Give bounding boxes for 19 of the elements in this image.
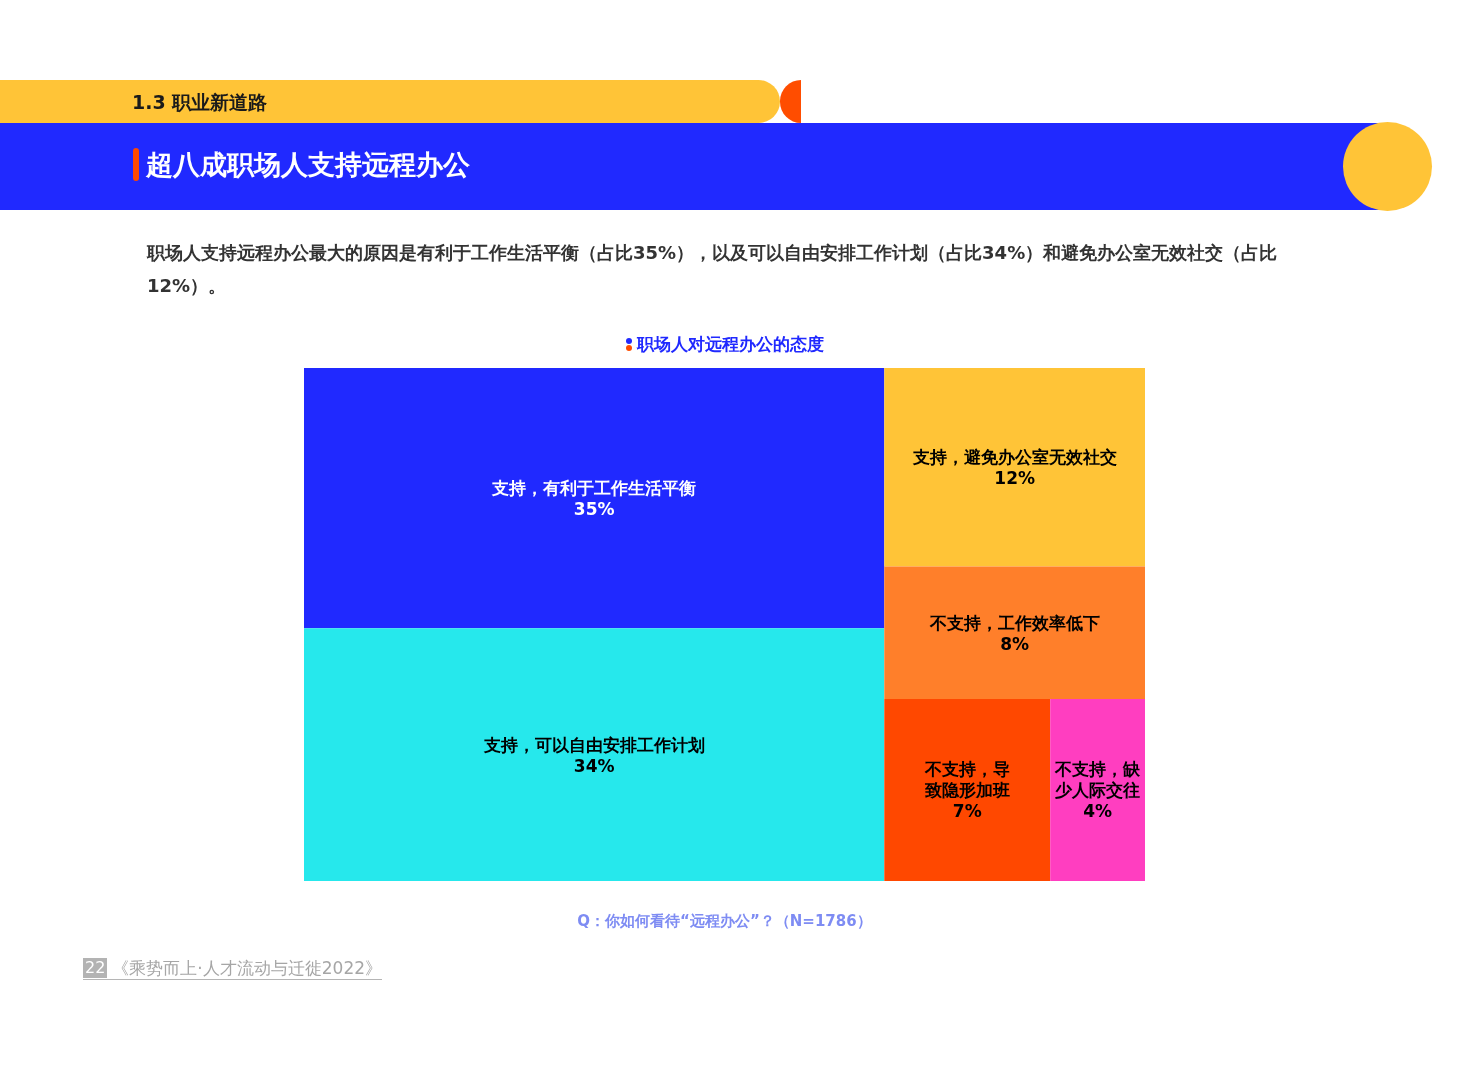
category-label: 不支持，工作效率低下 [928,612,1100,633]
category-label: 支持，避免办公室无效社交 [911,447,1117,468]
data-label: 7% [952,801,982,822]
text: 《乘势而上·人才流动与迁徙2022》 [112,958,383,978]
text: 1.3 职业新道路 [132,90,268,115]
text: 超八成职场人支持远程办公 [146,148,470,182]
data-label: 8% [1000,633,1030,654]
category-label: 不支持，导致隐形加班 [923,759,1010,801]
data-label: 35% [573,499,615,520]
category-label: 支持，有利于工作生活平衡 [491,478,697,499]
text: Q：你如何看待“远程办公”？（N=1786） [577,912,872,930]
text: 22 [83,958,108,978]
data-label: 34% [573,755,615,776]
category-label: 支持，可以自由安排工作计划 [482,734,705,755]
data-label: 12% [994,468,1035,489]
category-label: 不支持，缺少人际交往 [1054,759,1142,801]
text: 职场人对远程办公的态度 [636,333,824,356]
data-label: 4% [1083,801,1113,822]
text: 职场人支持远程办公最大的原因是有利于工作生活平衡（占比35%），以及可以自由安排工作计划（占比34%）和避免办公室无效社交（占比12%）。 [147,241,1279,298]
